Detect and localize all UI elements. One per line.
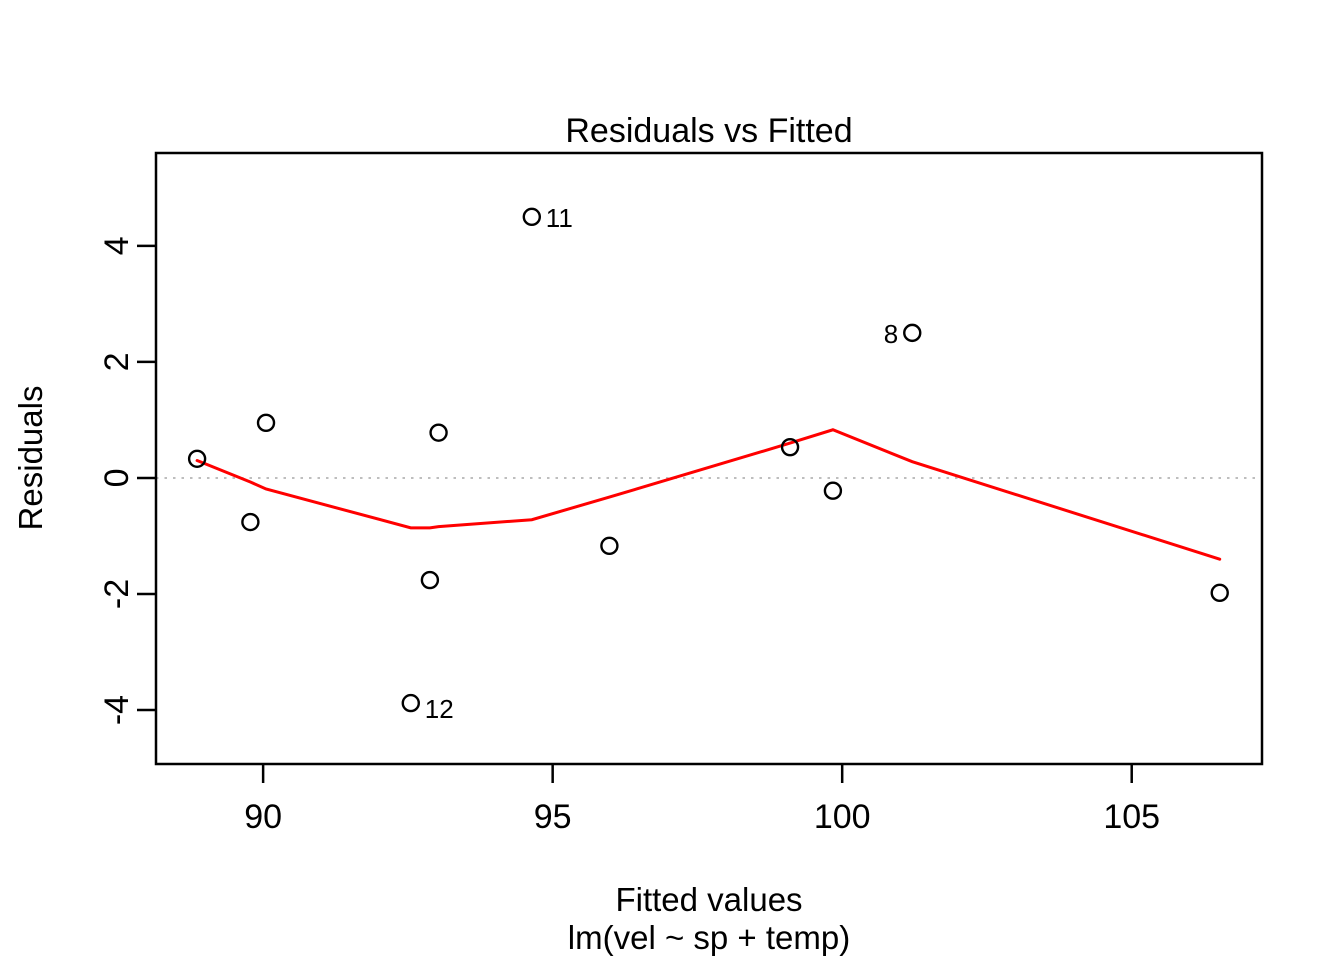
- model-formula-label: lm(vel ~ sp + temp): [568, 919, 850, 956]
- point-label: 12: [425, 694, 454, 724]
- axes-group: 90 95 100 105 -4 -2 0 2 4: [98, 236, 1160, 836]
- point-label: 8: [884, 319, 898, 349]
- plot-box: [154, 151, 1264, 766]
- y-tick-label: 0: [98, 468, 136, 487]
- data-point: [600, 536, 619, 556]
- data-point: [903, 323, 922, 343]
- point-label: 11: [546, 203, 573, 233]
- y-axis-label: Residuals: [12, 386, 49, 531]
- x-axis-label: Fitted values: [615, 881, 802, 918]
- data-point: [241, 512, 260, 532]
- y-tick-label: -4: [98, 695, 136, 725]
- data-point: [780, 437, 800, 457]
- y-tick-label: -2: [98, 579, 136, 609]
- lowess-smooth-line-group: [195, 428, 1222, 561]
- data-point: [401, 693, 420, 713]
- data-point: [1210, 583, 1229, 603]
- data-points-group: 12 11 8: [187, 203, 1229, 724]
- x-tick-label: 105: [1103, 798, 1160, 836]
- data-point: [823, 481, 843, 500]
- data-point: [256, 413, 276, 433]
- x-tick-label: 90: [244, 798, 282, 836]
- data-point: [429, 423, 448, 442]
- data-point: [187, 449, 207, 468]
- x-tick-label: 100: [814, 798, 871, 836]
- x-tick-label: 95: [534, 798, 572, 836]
- data-point: [522, 207, 542, 227]
- plot-title: Residuals vs Fitted: [565, 112, 852, 150]
- data-point: [420, 570, 440, 590]
- y-tick-label: 4: [98, 236, 136, 255]
- y-tick-label: 2: [98, 352, 136, 371]
- lowess-smooth-line: [195, 428, 1222, 561]
